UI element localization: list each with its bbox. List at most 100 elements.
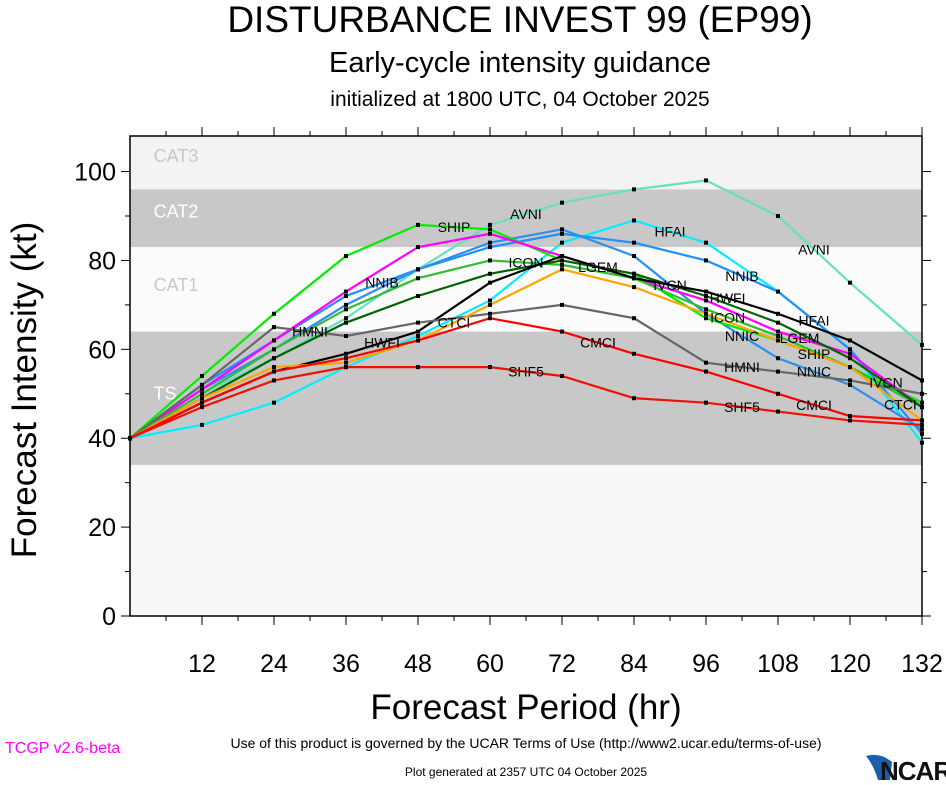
data-point-icon bbox=[560, 262, 564, 267]
series-label-ctci: CTCI bbox=[438, 315, 471, 331]
data-point-hfai bbox=[704, 240, 708, 245]
data-point-icon bbox=[776, 334, 780, 338]
data-point-cmci bbox=[272, 369, 276, 374]
series-label-avni: AVNI bbox=[510, 206, 542, 222]
data-point-cmci bbox=[704, 369, 708, 374]
data-point-avni bbox=[344, 316, 348, 321]
data-point-avni bbox=[488, 222, 492, 227]
data-point-hwfi bbox=[920, 378, 924, 383]
series-label-nnib: NNIB bbox=[725, 268, 758, 284]
series-label-ivcn: IVCN bbox=[653, 277, 686, 293]
data-point-ctci bbox=[704, 311, 708, 316]
data-point-ivcn bbox=[272, 356, 276, 361]
axes: 0 20 40 60 80 100 12 24 36 48 60 72 84 96 108 120 132 bbox=[74, 127, 943, 678]
data-point-cmci bbox=[920, 418, 924, 423]
data-point-nnib bbox=[488, 245, 492, 250]
x-axis-label: Forecast Period (hr) bbox=[370, 688, 681, 727]
data-point-nnic bbox=[776, 356, 780, 361]
series-label-nnib: NNIB bbox=[365, 275, 398, 291]
data-point-nnic bbox=[416, 267, 420, 272]
data-point-ship bbox=[416, 222, 420, 227]
ncar-logo: NCAR bbox=[866, 754, 946, 785]
data-point-ivcn bbox=[848, 356, 852, 361]
series-label-ctci: CTCI bbox=[884, 396, 917, 412]
data-point-ivcn bbox=[920, 405, 924, 410]
data-point-shf5 bbox=[488, 365, 492, 370]
data-point-lgem bbox=[344, 289, 348, 294]
data-point-hmni bbox=[920, 391, 924, 396]
data-point-shf5 bbox=[776, 409, 780, 414]
version-label: TCGP v2.6-beta bbox=[5, 740, 120, 757]
data-point-hmni bbox=[488, 311, 492, 316]
terms-of-use: Use of this product is governed by the U… bbox=[230, 735, 821, 751]
data-point-hfai bbox=[416, 334, 420, 338]
data-point-avni bbox=[632, 187, 636, 192]
data-point-icon bbox=[704, 307, 708, 312]
series-line-icon bbox=[129, 259, 923, 440]
x-tick-label: 60 bbox=[476, 650, 504, 678]
series-label-nnic: NNIC bbox=[797, 364, 831, 380]
series-label-hwfi: HWFI bbox=[710, 290, 746, 306]
data-point-cmci bbox=[632, 351, 636, 356]
data-point-nnib bbox=[344, 294, 348, 298]
data-point-shf5 bbox=[920, 422, 924, 427]
data-point-shf5 bbox=[416, 365, 420, 370]
data-point-nnic bbox=[848, 382, 852, 387]
band-label-cat1: CAT1 bbox=[154, 275, 199, 295]
data-point-cmci bbox=[200, 400, 204, 405]
series-label-shf5: SHF5 bbox=[724, 399, 760, 415]
series-label-shf5: SHF5 bbox=[508, 364, 544, 380]
series-line-shf5 bbox=[129, 366, 923, 440]
series-label-hfai: HFAI bbox=[654, 224, 685, 240]
data-point-hwfi bbox=[560, 254, 564, 258]
data-point-shf5 bbox=[848, 418, 852, 423]
data-point-ctci bbox=[272, 365, 276, 370]
data-point-hfai bbox=[200, 422, 204, 427]
data-point-lgem bbox=[848, 351, 852, 356]
series-label-cmci: CMCI bbox=[796, 397, 832, 413]
x-tick-label: 24 bbox=[260, 650, 288, 678]
series-label-nnic: NNIC bbox=[725, 328, 759, 344]
data-point-icon bbox=[272, 347, 276, 352]
data-point-nnib bbox=[848, 347, 852, 352]
data-point-ctci bbox=[632, 285, 636, 290]
series-label-ship: SHIP bbox=[798, 346, 831, 362]
data-point-hwfi bbox=[848, 338, 852, 343]
data-point-ship bbox=[920, 400, 924, 405]
data-point-cmci bbox=[416, 338, 420, 343]
data-point-ctci bbox=[560, 267, 564, 272]
y-tick-label: 100 bbox=[74, 159, 116, 187]
data-point-ctci bbox=[776, 338, 780, 343]
band-label-cat3: CAT3 bbox=[154, 146, 199, 166]
x-tick-label: 72 bbox=[548, 650, 576, 678]
data-point-ship bbox=[272, 311, 276, 316]
data-point-avni bbox=[776, 214, 780, 218]
data-point-nnib bbox=[560, 231, 564, 236]
x-tick-label: 132 bbox=[901, 650, 943, 678]
data-point-ctci bbox=[848, 365, 852, 370]
y-tick-label: 0 bbox=[102, 603, 116, 631]
series-line-ctci bbox=[129, 268, 923, 440]
data-point-icon bbox=[488, 258, 492, 263]
data-point-cmci bbox=[560, 329, 564, 334]
series-line-lgem bbox=[129, 232, 923, 440]
data-point-nnib bbox=[704, 258, 708, 263]
data-point-hfai bbox=[632, 218, 636, 223]
data-point-ctci bbox=[344, 360, 348, 365]
series-label-cmci: CMCI bbox=[580, 335, 616, 351]
data-point-nnic bbox=[344, 302, 348, 307]
data-point-hfai bbox=[560, 240, 564, 245]
data-point-hmni bbox=[848, 378, 852, 383]
data-point-icon bbox=[344, 307, 348, 312]
data-point-ivcn bbox=[704, 294, 708, 298]
series-label-hmni: HMNI bbox=[724, 359, 760, 375]
data-point-shf5 bbox=[344, 365, 348, 370]
x-tick-label: 120 bbox=[829, 650, 871, 678]
series-line-hmni bbox=[129, 303, 923, 440]
data-point-lgem bbox=[776, 329, 780, 334]
data-point-hmni bbox=[560, 302, 564, 307]
x-tick-label: 108 bbox=[757, 650, 799, 678]
series-lines bbox=[128, 178, 924, 445]
data-point-ship bbox=[704, 316, 708, 321]
